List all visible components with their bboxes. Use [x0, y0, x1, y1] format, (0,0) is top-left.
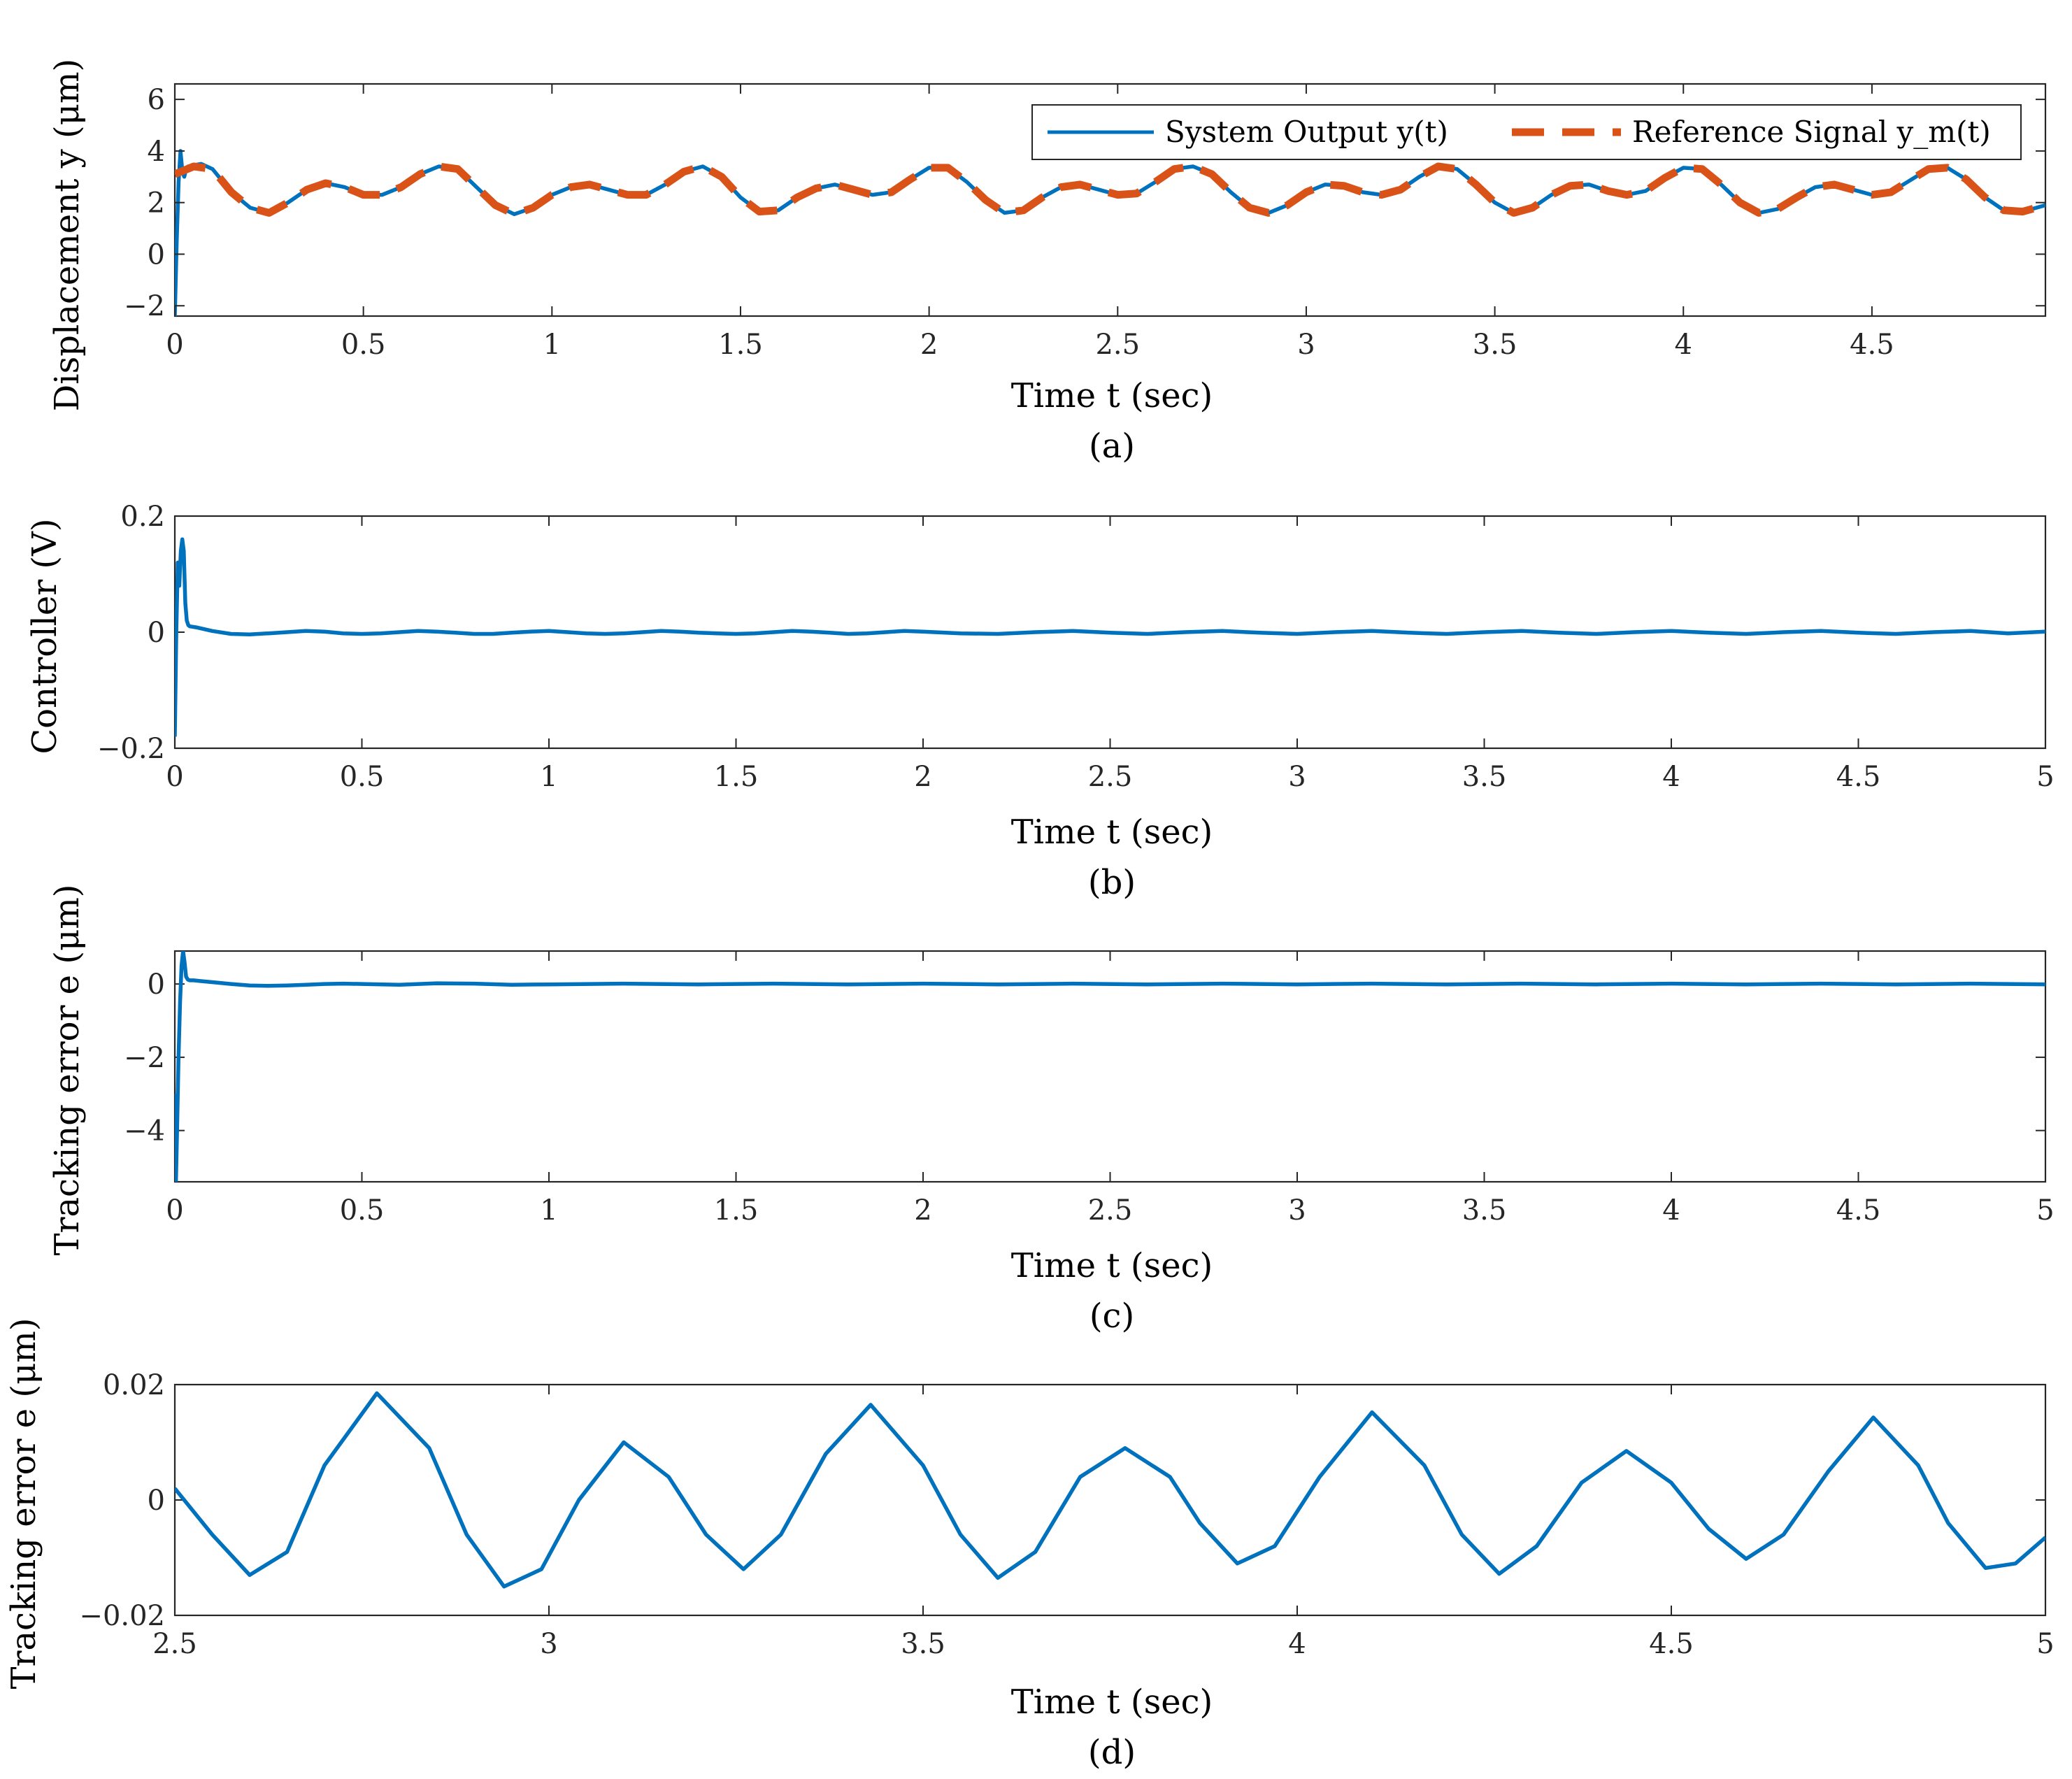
- xlabel: Time t (sec): [1011, 813, 1213, 852]
- x-tick-label: 4.5: [1649, 1628, 1694, 1660]
- plot-area: [173, 1383, 2047, 1617]
- x-tick-label: 3: [1288, 1194, 1306, 1227]
- x-tick-label: 1.5: [718, 329, 763, 361]
- x-tick-label: 2: [920, 329, 938, 361]
- y-tick-label: −4: [124, 1115, 165, 1148]
- x-tick-label: 3.5: [1462, 761, 1507, 793]
- y-tick-label: 0: [148, 238, 165, 271]
- x-tick-label: 4: [1675, 329, 1692, 361]
- panel-label: (c): [1089, 1296, 1134, 1336]
- xlabel: Time t (sec): [1011, 1682, 1213, 1722]
- x-tick-label: 1: [540, 1194, 557, 1227]
- x-tick-label: 2.5: [1095, 329, 1140, 361]
- legend-label-reference: Reference Signal y_m(t): [1632, 115, 1991, 149]
- x-tick-label: 3: [1297, 329, 1315, 361]
- x-tick-label: 5: [2036, 1194, 2054, 1227]
- y-tick-label: 4: [148, 136, 165, 168]
- x-tick-label: 2: [914, 1194, 931, 1227]
- y-tick-label: −2: [124, 1042, 165, 1074]
- series-line: [175, 1391, 2045, 1589]
- x-tick-label: 0.5: [340, 761, 385, 793]
- x-tick-label: 1.5: [714, 1194, 759, 1227]
- y-tick-label: −0.2: [97, 733, 165, 765]
- x-tick-label: 3.5: [1473, 329, 1517, 361]
- panel-b: Controller (V) Time t (sec) (b) 0 0.5 1 1.5…: [25, 501, 2055, 902]
- x-tick-label: 2.5: [1088, 761, 1133, 793]
- xlabel: Time t (sec): [1011, 1246, 1213, 1285]
- ylabel: Tracking error e (μm): [48, 884, 87, 1255]
- x-tick-label: 5: [2036, 1628, 2054, 1660]
- x-tick-label: 3: [540, 1628, 557, 1660]
- panel-label: (b): [1088, 863, 1136, 902]
- y-tick-label: 0.2: [120, 501, 165, 533]
- series-line: [175, 951, 2045, 1182]
- legend: System Output y(t) Reference Signal y_m(…: [1031, 104, 2022, 160]
- x-tick-label: 2.5: [1088, 1194, 1133, 1227]
- x-tick-label: 2.5: [152, 1628, 197, 1660]
- x-tick-label: 5: [2036, 761, 2054, 793]
- panel-a: Displacement y (μm) Time t (sec) (a) Sys…: [48, 59, 2047, 466]
- y-tick-label: 0: [148, 617, 165, 649]
- xlabel: Time t (sec): [1011, 376, 1213, 415]
- x-tick-label: 1.5: [714, 761, 759, 793]
- x-tick-label: 1: [540, 761, 557, 793]
- x-tick-label: 4: [1662, 1194, 1680, 1227]
- panel-label: (a): [1089, 427, 1135, 466]
- x-tick-label: 3: [1288, 761, 1306, 793]
- series-line: [175, 537, 2045, 737]
- y-tick-label: 2: [148, 187, 165, 220]
- x-tick-label: 2: [914, 761, 931, 793]
- x-tick-label: 4.5: [1836, 1194, 1881, 1227]
- ylabel: Displacement y (μm): [48, 59, 87, 411]
- x-tick-label: 0.5: [340, 1194, 385, 1227]
- x-tick-label: 0.5: [341, 329, 386, 361]
- x-tick-label: 1: [543, 329, 561, 361]
- panel-c: Tracking error e (μm) Time t (sec) (c) 0…: [48, 884, 2055, 1336]
- x-tick-label: 4: [1662, 761, 1680, 793]
- y-tick-label: −2: [124, 290, 165, 322]
- x-tick-label: 4: [1288, 1628, 1306, 1660]
- x-tick-label: 4.5: [1850, 329, 1894, 361]
- ylabel: Tracking error e (μm): [4, 1317, 43, 1689]
- legend-label-system-output: System Output y(t): [1165, 115, 1448, 149]
- x-tick-label: 0: [166, 1194, 183, 1227]
- panel-label: (d): [1088, 1733, 1136, 1772]
- y-tick-label: 0: [148, 1485, 165, 1517]
- x-tick-label: 0: [166, 761, 183, 793]
- y-tick-label: 0.02: [103, 1369, 165, 1401]
- x-tick-label: 4.5: [1836, 761, 1881, 793]
- y-tick-label: −0.02: [79, 1600, 165, 1632]
- x-tick-label: 0: [166, 329, 183, 361]
- panel-d: Tracking error e (μm) Time t (sec) (d) 2…: [4, 1317, 2055, 1772]
- x-tick-label: 3.5: [1462, 1194, 1507, 1227]
- ylabel: Controller (V): [25, 518, 64, 754]
- y-tick-label: 6: [148, 84, 165, 116]
- plot-area: [173, 950, 2047, 1183]
- y-tick-label: 0: [148, 969, 165, 1001]
- series-reference-line: [175, 162, 2045, 218]
- x-tick-label: 3.5: [901, 1628, 945, 1660]
